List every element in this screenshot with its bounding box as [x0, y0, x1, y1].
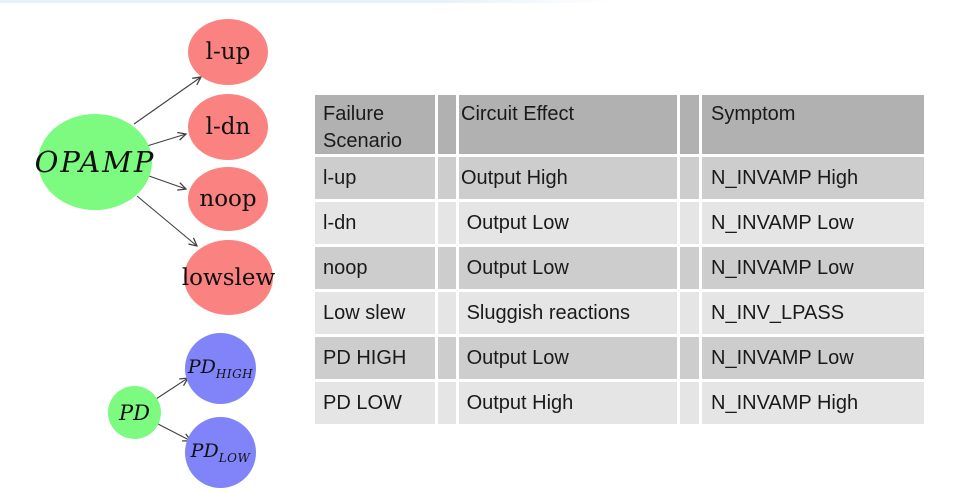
table-row-cell-spacer: [438, 247, 456, 289]
opamp-label: OPAMP: [34, 145, 156, 179]
arrow-opamp-lowslew: [136, 195, 197, 246]
table-row-cell-spacer: [438, 202, 456, 244]
failure-symptom-table: Failure Scenario Circuit Effect Symptom …: [315, 95, 924, 424]
arrow-pd-pdhigh: [155, 378, 188, 400]
table-row-cell-spacer: [680, 382, 699, 424]
header-circuit-effect: Circuit Effect: [459, 95, 677, 154]
header-spacer-1: [438, 95, 456, 154]
table-row-cell-effect: Output High: [459, 382, 677, 424]
table-row-cell-effect: Output Low: [459, 337, 677, 379]
table-row-cell-spacer: [438, 292, 456, 334]
diagram-node-lup: l-up: [188, 19, 268, 85]
table-row-cell-scenario: l-dn: [315, 202, 435, 244]
table-row-cell-spacer: [438, 382, 456, 424]
table-row-cell-symptom: N_INVAMP Low: [702, 247, 924, 289]
arrow-opamp-lup: [133, 77, 201, 125]
diagram-node-opamp: OPAMP: [35, 114, 153, 210]
pd-low-label: PDLOW: [190, 440, 251, 465]
table-row-cell-spacer: [680, 337, 699, 379]
table-row-cell-spacer: [680, 202, 699, 244]
table-row-cell-scenario: PD LOW: [315, 382, 435, 424]
table-row-cell-effect: Sluggish reactions: [459, 292, 677, 334]
diagram-node-pd: PD: [108, 386, 161, 439]
diagram-node-noop: noop: [188, 167, 268, 231]
table-row-cell-spacer: [680, 247, 699, 289]
pd-high-label: PDHIGH: [187, 356, 254, 381]
table-row-cell-symptom: N_INVAMP Low: [702, 202, 924, 244]
table-row-cell-scenario: noop: [315, 247, 435, 289]
arrow-opamp-ldn: [146, 134, 186, 147]
table-row-cell-effect: Output Low: [459, 247, 677, 289]
top-edge-highlight: [0, 0, 616, 3]
arrow-pd-pdlow: [157, 423, 191, 441]
table-row-cell-scenario: PD HIGH: [315, 337, 435, 379]
table-row-cell-scenario: l-up: [315, 157, 435, 199]
table-row-cell-effect: Output High: [459, 157, 677, 199]
table-row-cell-spacer: [680, 157, 699, 199]
table-row-cell-symptom: N_INVAMP High: [702, 157, 924, 199]
diagram-node-ldn: l-dn: [188, 94, 268, 160]
arrow-opamp-noop: [148, 175, 186, 189]
header-failure-scenario: Failure Scenario: [315, 95, 435, 154]
lup-label: l-up: [205, 39, 251, 65]
header-symptom: Symptom: [702, 95, 924, 154]
diagram-node-pd-high: PDHIGH: [185, 333, 256, 404]
lowslew-label: lowslew: [181, 264, 276, 291]
header-spacer-2: [680, 95, 699, 154]
table-row-cell-symptom: N_INVAMP Low: [702, 337, 924, 379]
table-row-cell-symptom: N_INVAMP High: [702, 382, 924, 424]
table-row-cell-spacer: [680, 292, 699, 334]
table-row-cell-scenario: Low slew: [315, 292, 435, 334]
table-row-cell-effect: Output Low: [459, 202, 677, 244]
pd-label: PD: [119, 400, 150, 425]
ldn-label: l-dn: [205, 114, 251, 140]
table-row-cell-spacer: [438, 337, 456, 379]
table-row-cell-spacer: [438, 157, 456, 199]
diagram-node-lowslew: lowslew: [181, 240, 276, 315]
diagram-node-pd-low: PDLOW: [185, 417, 256, 488]
table-row-cell-symptom: N_INV_LPASS: [702, 292, 924, 334]
noop-label: noop: [199, 186, 257, 212]
